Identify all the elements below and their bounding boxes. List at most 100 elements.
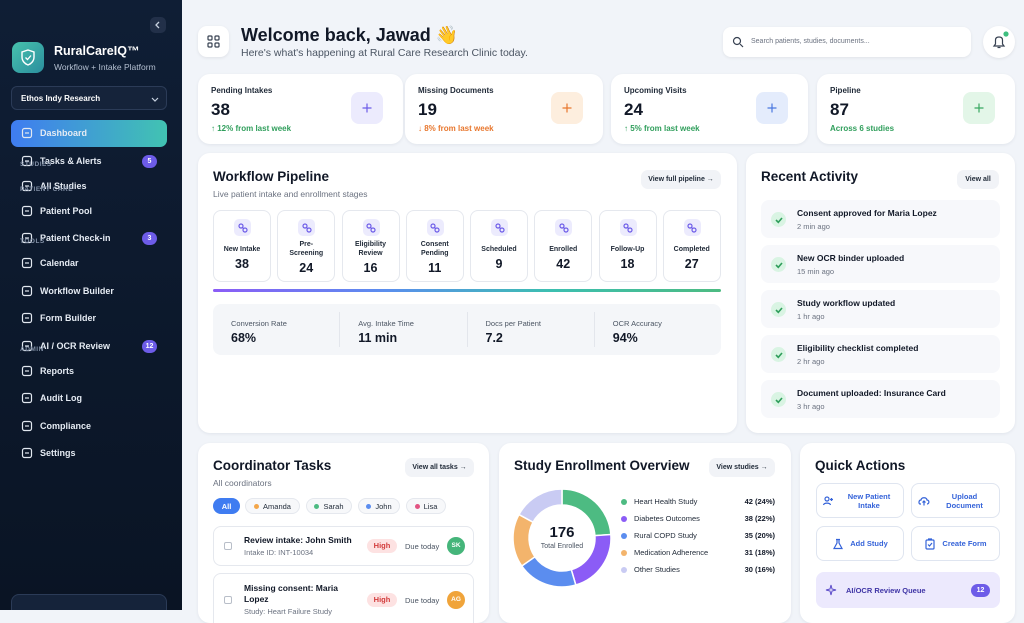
- icon-part: [627, 226, 633, 233]
- filter-chip[interactable]: Sarah: [306, 498, 352, 514]
- check-icon: [771, 392, 786, 407]
- nav-item[interactable]: AI / OCR Review 12: [11, 333, 167, 360]
- organization-select[interactable]: Ethos Indy Research: [11, 86, 167, 110]
- view-all-button[interactable]: View all: [957, 170, 999, 189]
- icon-shape: [21, 312, 33, 324]
- icon-part: [21, 392, 33, 404]
- donut-segment: [520, 555, 577, 588]
- stage-value: 11: [428, 261, 442, 275]
- queue-label: AI/OCR Review Queue: [846, 586, 926, 595]
- metric: Docs per Patient 7.2: [466, 312, 594, 347]
- icon-part: [237, 222, 244, 229]
- menu-button[interactable]: [198, 26, 229, 57]
- filter-dot: [414, 503, 420, 509]
- filter-chip[interactable]: All: [213, 498, 240, 514]
- nav-item[interactable]: Settings: [11, 440, 167, 467]
- legend-value: 38 (22%): [744, 514, 775, 523]
- filter-chip[interactable]: Lisa: [406, 498, 446, 514]
- nav-item[interactable]: Workflow Builder: [11, 278, 167, 305]
- brand-tagline: Workflow + Intake Platform: [54, 62, 156, 72]
- activity-time: 1 hr ago: [797, 312, 825, 321]
- metric: Avg. Intake Time 11 min: [339, 312, 466, 347]
- icon: [494, 222, 505, 233]
- nav-item[interactable]: Dashboard: [11, 120, 167, 147]
- nav-item[interactable]: Form Builder: [11, 305, 167, 332]
- stage-text: New Intake 38: [214, 240, 270, 275]
- icon-shape: [833, 538, 844, 549]
- logo: [12, 42, 44, 73]
- metric: Conversion Rate 68%: [213, 312, 339, 347]
- page-subtitle: Here's what's happening at Rural Care Re…: [241, 47, 528, 59]
- icon-part: [366, 222, 372, 229]
- nav-item[interactable]: Patient Check-in 3: [11, 225, 167, 252]
- legend-dot: [621, 499, 627, 505]
- filter-label: John: [375, 501, 392, 511]
- nav-item[interactable]: Patient Pool: [11, 198, 167, 225]
- view-studies-button[interactable]: View studies →: [709, 458, 775, 477]
- icon: [302, 222, 312, 233]
- icon-part: [21, 285, 33, 296]
- activity-title: New OCR binder uploaded: [797, 253, 905, 263]
- nav-item[interactable]: Audit Log: [11, 385, 167, 412]
- icon-part: [241, 226, 248, 233]
- icon-part: [21, 205, 33, 216]
- task-checkbox[interactable]: [224, 596, 232, 604]
- icon-shape: [21, 340, 33, 351]
- legend-dot: [621, 516, 627, 522]
- action-button[interactable]: New Patient Intake: [816, 483, 904, 518]
- nav-item[interactable]: Tasks & Alerts 5: [11, 148, 167, 175]
- icon-shape: [767, 103, 777, 113]
- stage-text: Scheduled 9: [471, 240, 527, 275]
- card-title: Recent Activity: [761, 169, 859, 184]
- icon-shape: [21, 180, 33, 191]
- stat-label: Missing Documents: [418, 86, 494, 95]
- nav-item[interactable]: All Studies: [11, 173, 167, 200]
- action-icon: [917, 495, 930, 507]
- action-icon: [832, 538, 844, 550]
- nav-item[interactable]: Compliance: [11, 413, 167, 440]
- nav-item[interactable]: Calendar: [11, 250, 167, 277]
- legend-value: 35 (20%): [744, 531, 775, 540]
- search-box[interactable]: Search patients, studies, documents...: [723, 27, 971, 57]
- view-pipeline-button[interactable]: View full pipeline →: [641, 170, 721, 189]
- icon-shape: [21, 205, 33, 216]
- stat-value: 19: [418, 100, 437, 119]
- queue-badge: 12: [971, 584, 990, 597]
- icon: [21, 232, 33, 244]
- nav-label: Compliance: [40, 420, 92, 431]
- action-button[interactable]: Add Study: [816, 526, 904, 561]
- icon: [21, 392, 33, 404]
- stage-icon: [683, 219, 701, 236]
- icon-part: [774, 261, 783, 268]
- icon-shape: [974, 103, 984, 113]
- search-icon: [732, 36, 744, 48]
- notifications-button[interactable]: [983, 26, 1015, 58]
- nav-label: Calendar: [40, 258, 79, 268]
- icon-shape: [559, 222, 569, 233]
- icon-shape: [21, 232, 33, 244]
- nav-item[interactable]: Reports: [11, 358, 167, 385]
- stage-label: Consent Pending: [420, 241, 449, 257]
- filter-chip[interactable]: John: [358, 498, 400, 514]
- icon-part: [767, 103, 777, 113]
- icon-part: [774, 216, 783, 223]
- icon-part: [822, 497, 833, 505]
- icon-shape: [774, 306, 783, 313]
- view-tasks-button[interactable]: View all tasks →: [405, 458, 474, 477]
- task-checkbox[interactable]: [224, 542, 232, 550]
- icon: [21, 312, 33, 324]
- user-card[interactable]: [11, 594, 167, 610]
- icon-part: [824, 495, 830, 502]
- stage-icon: [234, 219, 251, 236]
- stage-card: Completed 27: [662, 210, 721, 282]
- icon: [774, 216, 783, 223]
- action-button[interactable]: Create Form: [911, 526, 1000, 561]
- filter-dot: [254, 503, 260, 509]
- action-button[interactable]: Upload Document: [911, 483, 1000, 518]
- filter-chip[interactable]: Amanda: [245, 498, 300, 514]
- metric-value: 68%: [231, 331, 257, 345]
- collapse-button[interactable]: [150, 17, 166, 33]
- page-title: Welcome back, Jawad 👋: [241, 25, 459, 45]
- review-queue[interactable]: AI/OCR Review Queue 12: [816, 572, 1000, 608]
- stage-label: Scheduled: [481, 245, 517, 253]
